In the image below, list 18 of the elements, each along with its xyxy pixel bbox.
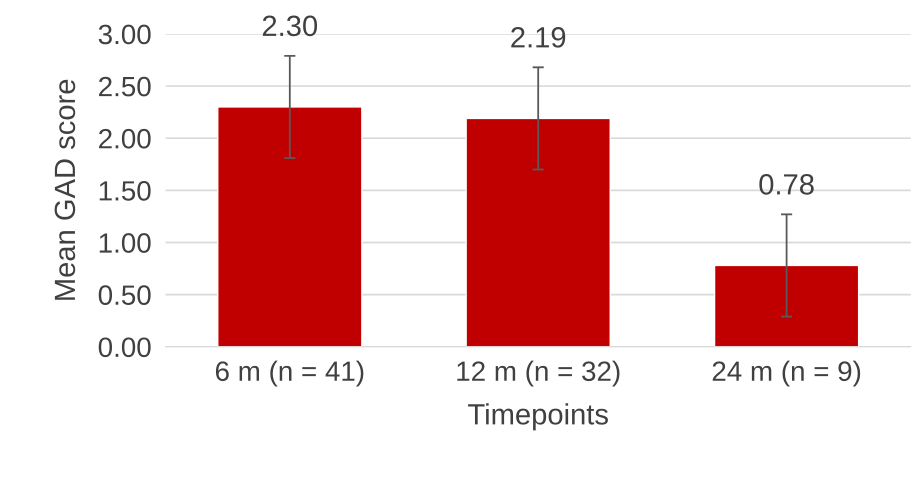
y-tick-label: 0.00: [98, 337, 151, 358]
x-axis-title: Timepoints: [468, 403, 608, 430]
y-axis-title: Mean GAD score: [54, 80, 76, 300]
bar: [217, 106, 363, 347]
y-tick-label: 2.50: [99, 76, 151, 96]
y-tick-label: 2.00: [99, 128, 151, 149]
data-label: 2.30: [262, 16, 318, 36]
x-tick-label: 24 m (n = 9): [712, 360, 860, 387]
x-tick-label: 12 m (n = 32): [457, 360, 620, 387]
y-tick-label: 3.00: [98, 24, 151, 44]
y-tick-label: 0.50: [98, 285, 151, 305]
y-tick-label: 1.50: [100, 181, 151, 201]
data-label: 0.78: [759, 174, 814, 195]
bar: [714, 264, 860, 347]
bar: [465, 118, 611, 347]
data-label: 2.19: [511, 27, 566, 48]
y-tick-label: 1.00: [100, 233, 151, 253]
x-tick-label: 6 m (n = 41): [216, 360, 364, 387]
